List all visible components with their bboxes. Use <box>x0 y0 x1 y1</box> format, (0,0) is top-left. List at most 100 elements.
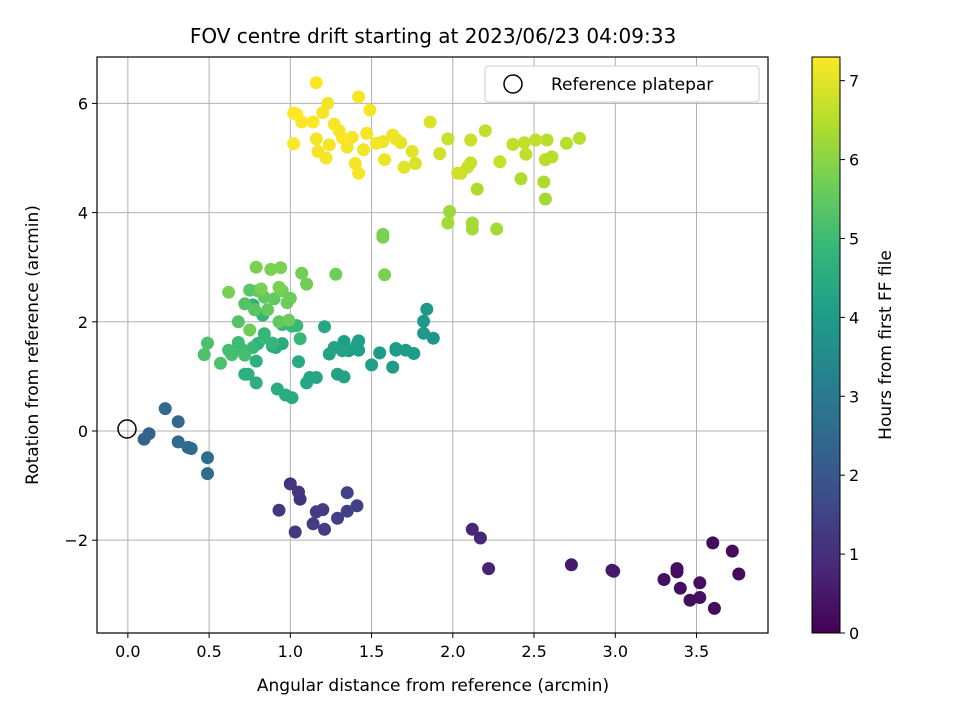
data-point <box>316 106 330 120</box>
data-point <box>506 137 520 151</box>
data-point <box>683 593 697 607</box>
data-point <box>470 182 484 196</box>
data-point <box>529 133 543 147</box>
data-point <box>441 216 455 230</box>
data-point <box>365 358 379 372</box>
data-point <box>670 565 684 579</box>
data-point <box>316 503 330 517</box>
data-point <box>657 573 671 586</box>
data-point <box>318 320 331 334</box>
data-point <box>517 136 531 150</box>
x-tick-label: 2.5 <box>521 642 546 661</box>
legend-label: Reference platepar <box>551 75 713 95</box>
data-point <box>693 576 707 590</box>
grid <box>97 57 768 633</box>
data-point <box>357 143 370 157</box>
data-point <box>340 504 354 518</box>
data-point <box>420 302 434 316</box>
data-point <box>707 601 721 615</box>
data-point <box>238 297 252 311</box>
y-axis-label: Rotation from reference (arcmin) <box>23 205 43 485</box>
y-tick-label: 4 <box>78 204 88 223</box>
data-point <box>573 131 586 145</box>
data-point <box>318 522 331 536</box>
colorbar: 0 1 2 3 4 5 6 7 Hours from first FF file <box>811 56 896 643</box>
data-point <box>171 435 185 449</box>
data-point <box>537 175 551 189</box>
data-point <box>272 503 286 517</box>
data-point <box>386 360 400 374</box>
data-point <box>408 157 422 170</box>
y-tick-label: −2 <box>64 531 88 550</box>
x-axis-ticks: 0.0 0.5 1.0 1.5 2.0 2.5 3.0 3.5 <box>115 633 709 661</box>
data-point <box>322 347 336 361</box>
y-tick-label: 6 <box>78 94 88 113</box>
data-point <box>348 157 362 170</box>
data-point <box>292 355 305 369</box>
data-point <box>378 268 392 282</box>
data-point <box>417 314 431 328</box>
data-point <box>540 133 554 147</box>
data-point <box>201 336 214 350</box>
data-point <box>514 172 528 186</box>
data-point <box>201 467 214 481</box>
data-point <box>693 591 707 604</box>
data-point <box>433 147 447 161</box>
data-point <box>201 451 214 465</box>
data-point <box>222 285 236 299</box>
x-tick-label: 0.0 <box>115 642 140 661</box>
colorbar-tick-label: 7 <box>849 72 859 91</box>
data-point <box>363 103 377 117</box>
data-point <box>545 150 559 164</box>
data-point <box>389 343 403 357</box>
data-point <box>493 155 507 169</box>
data-point <box>249 260 263 274</box>
x-tick-label: 3.5 <box>684 642 709 661</box>
data-point <box>473 531 487 545</box>
data-point <box>441 132 455 146</box>
data-point <box>287 106 301 120</box>
legend: Reference platepar <box>484 65 760 103</box>
data-points <box>137 76 746 615</box>
data-point <box>287 137 301 151</box>
data-point <box>214 356 227 370</box>
legend-box <box>484 65 760 103</box>
data-point <box>345 130 359 144</box>
data-point <box>538 192 552 206</box>
data-point <box>407 347 421 360</box>
data-point <box>254 282 268 296</box>
data-point <box>283 477 297 491</box>
data-point <box>306 115 320 129</box>
plot-frame <box>96 56 769 634</box>
colorbar-tick-label: 4 <box>849 308 859 327</box>
data-point <box>171 415 185 429</box>
reference-marker <box>117 419 137 439</box>
data-point <box>300 277 314 291</box>
data-point <box>673 581 687 595</box>
data-point <box>465 222 479 236</box>
data-point <box>706 536 720 550</box>
x-tick-label: 0.5 <box>196 642 221 661</box>
data-point <box>142 427 156 441</box>
data-point <box>264 262 278 276</box>
data-point <box>397 160 411 174</box>
data-point <box>295 266 309 280</box>
data-point <box>405 145 419 158</box>
x-axis-label: Angular distance from reference (arcmin) <box>257 676 609 696</box>
x-tick-label: 3.0 <box>603 642 628 661</box>
data-point <box>478 124 492 138</box>
data-point <box>282 313 296 327</box>
data-point <box>285 391 299 405</box>
data-point <box>272 280 286 294</box>
data-point <box>303 371 317 384</box>
data-point <box>267 292 281 306</box>
y-axis-ticks: −2 0 2 4 6 <box>64 94 97 550</box>
x-tick-label: 1.0 <box>278 642 303 661</box>
colorbar-tick-label: 6 <box>849 151 859 170</box>
colorbar-gradient <box>812 57 840 633</box>
data-point <box>288 525 302 539</box>
data-point <box>243 323 257 337</box>
data-point <box>311 145 325 158</box>
data-point <box>225 348 239 362</box>
